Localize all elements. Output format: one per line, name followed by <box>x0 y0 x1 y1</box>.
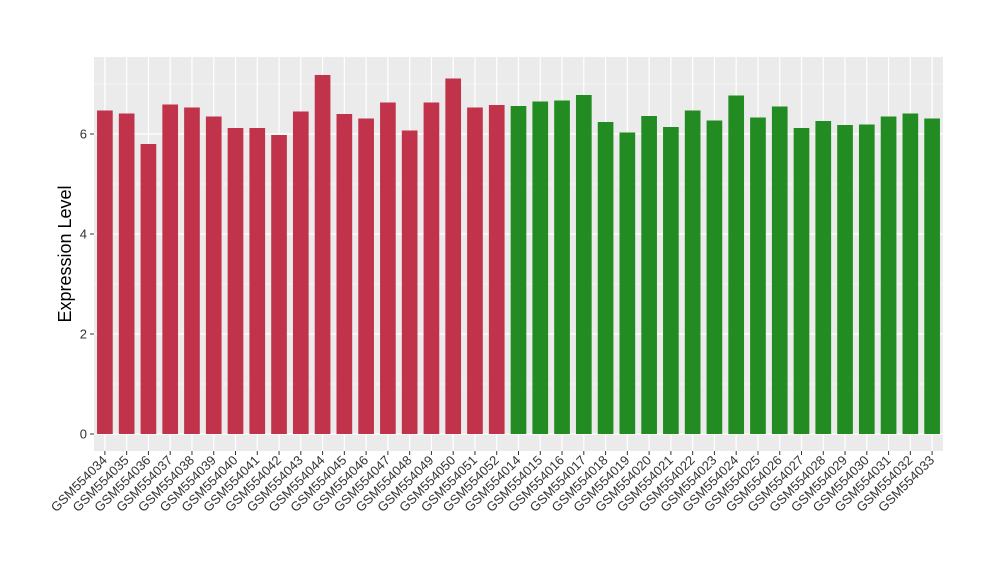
bar <box>118 113 135 434</box>
bar <box>641 116 657 434</box>
bar <box>815 121 832 434</box>
y-axis: 0 2 4 6 <box>80 127 94 442</box>
bar <box>597 122 614 434</box>
y-tick-label: 0 <box>80 427 87 442</box>
bar <box>97 110 113 434</box>
bar <box>554 100 570 434</box>
bar <box>684 110 701 434</box>
bar <box>271 135 287 434</box>
bar <box>227 128 244 434</box>
bars <box>97 75 940 434</box>
bar <box>771 106 788 434</box>
bar <box>467 107 483 434</box>
bar <box>358 118 374 434</box>
bar <box>902 113 919 434</box>
bar <box>488 105 505 434</box>
bar <box>532 101 549 434</box>
bar <box>706 120 723 434</box>
bar <box>858 124 875 434</box>
bar <box>924 118 940 434</box>
bar <box>750 117 766 434</box>
bar <box>510 106 527 434</box>
bar <box>423 102 440 434</box>
bar <box>793 128 810 434</box>
bar <box>140 144 157 434</box>
bar <box>401 130 418 434</box>
bar <box>663 127 679 434</box>
bar <box>619 132 636 434</box>
bar <box>380 102 396 434</box>
bar <box>880 116 897 434</box>
bar <box>336 114 353 434</box>
bar <box>249 128 266 434</box>
bar <box>837 125 853 434</box>
bar <box>445 78 462 434</box>
x-axis: GSM554034GSM554035GSM554036GSM554037GSM5… <box>48 451 937 515</box>
bar <box>162 104 179 434</box>
bar <box>205 116 222 434</box>
bar <box>728 95 745 434</box>
bar <box>292 111 309 434</box>
y-tick-label: 2 <box>80 327 87 342</box>
y-axis-title: Expression Level <box>55 185 75 322</box>
bar <box>575 95 592 434</box>
bar <box>314 75 331 434</box>
y-tick-label: 4 <box>80 227 87 242</box>
bar <box>184 107 200 434</box>
y-tick-label: 6 <box>80 127 87 142</box>
